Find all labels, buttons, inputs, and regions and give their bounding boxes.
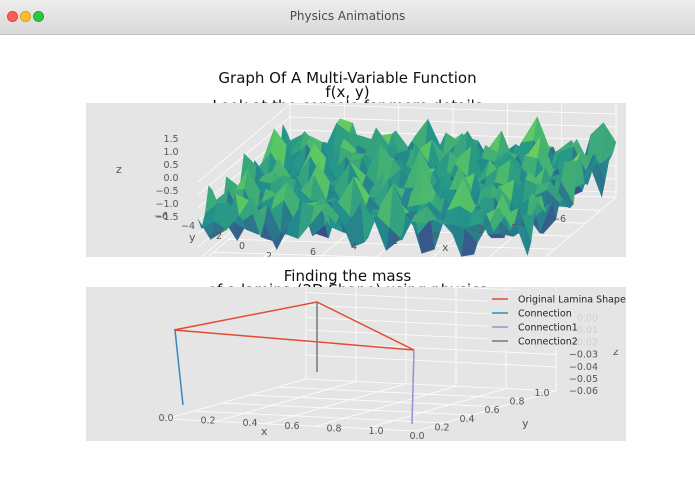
connection1-line bbox=[411, 349, 415, 425]
z-tick-label: −1.5 bbox=[156, 212, 179, 223]
z-tick-label: 1.0 bbox=[163, 147, 178, 158]
minimize-button[interactable] bbox=[20, 11, 31, 22]
grid-line bbox=[165, 378, 307, 420]
chart1-xlabel: x bbox=[442, 241, 449, 254]
window-titlebar[interactable]: Physics Animations bbox=[0, 0, 695, 35]
z-tick-label: −0.03 bbox=[569, 350, 598, 361]
x-tick-label: −2 bbox=[470, 225, 484, 236]
chart2-panel: 0.00.20.40.60.81.00.00.20.40.60.81.00.00… bbox=[86, 269, 626, 442]
x-tick-label: −4 bbox=[511, 220, 525, 231]
grid-line bbox=[289, 116, 617, 128]
lamina-plot: 0.00.20.40.60.81.00.00.20.40.60.81.00.00… bbox=[158, 269, 626, 442]
surface-facet bbox=[511, 221, 528, 256]
y-tick-label: 1.0 bbox=[534, 388, 549, 399]
y-tick-label: 0.8 bbox=[509, 397, 524, 408]
y-tick-label: 0.0 bbox=[409, 431, 424, 441]
x-tick-label: 6 bbox=[310, 247, 316, 257]
y-tick-label: −2 bbox=[208, 231, 222, 242]
y-tick-label: 0.6 bbox=[484, 405, 499, 416]
window-title: Physics Animations bbox=[289, 9, 406, 23]
x-tick-label: 0.4 bbox=[242, 418, 257, 429]
y-tick-label: 0.2 bbox=[434, 422, 449, 433]
y-tick-label: 0 bbox=[239, 241, 245, 252]
x-tick-label: 4 bbox=[351, 242, 357, 253]
chart1-zlabel: z bbox=[116, 163, 122, 176]
grid-line bbox=[289, 103, 617, 115]
lamina-shape-line bbox=[173, 301, 415, 351]
z-tick-label: −0.06 bbox=[569, 386, 598, 397]
grid-line bbox=[277, 386, 529, 400]
chart1-ylabel: y bbox=[189, 231, 196, 244]
chart2-zlabel: z bbox=[613, 345, 619, 358]
legend-item-connection1: Connection1 bbox=[518, 323, 578, 334]
legend-item-lamina: Original Lamina Shape bbox=[518, 295, 626, 306]
grid-line bbox=[221, 402, 473, 416]
z-tick-label: 0.5 bbox=[163, 160, 178, 171]
z-tick-label: 0.0 bbox=[163, 173, 178, 184]
x-tick-label: 0.0 bbox=[158, 413, 173, 424]
grid-line bbox=[305, 354, 557, 368]
y-tick-label: 2 bbox=[266, 251, 272, 257]
x-tick-label: 1.0 bbox=[368, 426, 383, 437]
x-tick-label: 0.8 bbox=[326, 423, 341, 434]
chart1-title: Graph Of A Multi-Variable Function bbox=[218, 69, 477, 87]
grid-line bbox=[215, 381, 357, 422]
y-tick-label: −4 bbox=[181, 221, 195, 232]
legend-item-connection: Connection bbox=[518, 309, 572, 320]
grid-line bbox=[265, 383, 407, 425]
z-tick-label: −0.5 bbox=[156, 186, 179, 197]
x-tick-label: −6 bbox=[552, 214, 566, 225]
surface-plot: 1.51.00.50.0−0.5−1.0−1.5−6−4−202466420−2… bbox=[116, 93, 617, 282]
y-tick-label: −6 bbox=[154, 211, 168, 222]
lamina-lines bbox=[173, 301, 415, 425]
z-tick-label: −1.0 bbox=[156, 199, 179, 210]
z-tick-label: 1.5 bbox=[163, 134, 178, 145]
close-button[interactable] bbox=[7, 11, 18, 22]
x-tick-label: 0.6 bbox=[284, 421, 299, 432]
grid-line bbox=[165, 418, 417, 432]
grid-line bbox=[365, 388, 507, 429]
connection-line bbox=[174, 329, 184, 406]
y-tick-label: 0.4 bbox=[459, 414, 474, 425]
grid-line bbox=[315, 385, 457, 427]
chart2-title: Finding the mass bbox=[283, 267, 412, 285]
chart2-legend: Original Lamina Shape Connection Connect… bbox=[487, 290, 626, 350]
grid-line bbox=[415, 390, 557, 432]
grid-line bbox=[305, 378, 557, 392]
chart1-subtitle: f(x, y) bbox=[325, 83, 370, 101]
z-tick-label: −0.04 bbox=[569, 362, 598, 373]
maximize-button[interactable] bbox=[33, 11, 44, 22]
x-tick-label: 0 bbox=[433, 231, 439, 242]
z-tick-label: −0.05 bbox=[569, 374, 598, 385]
x-tick-label: 2 bbox=[392, 236, 398, 247]
chart1-panel: 1.51.00.50.0−0.5−1.0−1.5−6−4−202466420−2… bbox=[86, 93, 626, 282]
surface-mesh bbox=[197, 116, 617, 257]
x-tick-label: 0.2 bbox=[200, 416, 215, 427]
grid-line bbox=[193, 410, 445, 424]
chart2-xlabel: x bbox=[261, 425, 268, 438]
chart2-ylabel: y bbox=[522, 417, 529, 430]
legend-item-connection2: Connection2 bbox=[518, 337, 578, 348]
grid-line bbox=[249, 394, 501, 408]
grid-line bbox=[197, 103, 291, 183]
